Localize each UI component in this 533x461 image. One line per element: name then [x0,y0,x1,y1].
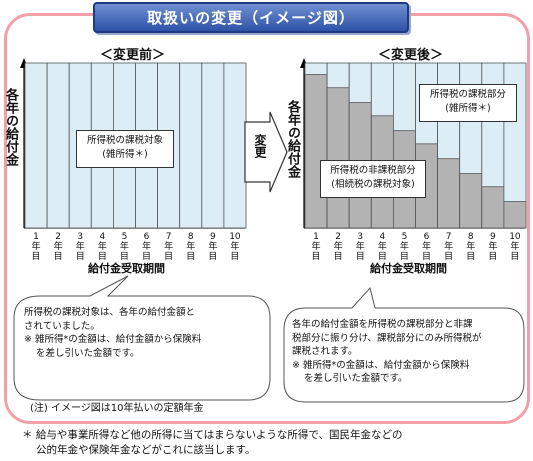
after-taxable-line2: (雑所得＊) [445,103,491,114]
after-x-label: 給付金受取期間 [370,262,447,275]
after-nontaxable-line2: (相続税の課税対象) [331,179,415,190]
after-years-label-5: 5 年 目 [399,232,409,262]
before-bars-bar-8 [179,62,203,229]
footnote-line1: ＊ 給与や事業所得など他の所得に当てはまらないような所得で、国民年金などの [22,429,403,441]
before-bars-bar-2 [46,62,70,229]
after-years-label-9: 9 年 目 [488,232,498,262]
before-bars-bar-1 [24,62,48,229]
bubble-left-text: 所得税の課税対象は、各年の給付金額と されていました。 ※ 雑所得*の金額は、給… [24,306,264,360]
before-bars [24,62,247,229]
after-years-label-7: 7 年 目 [444,232,454,262]
before-bars-bar-10 [223,62,247,229]
before-years-label-6: 6 年 目 [142,232,152,262]
after-years-label-3: 3 年 目 [355,232,365,262]
before-years-label-8: 8 年 目 [186,232,196,262]
footnote: ＊ 給与や事業所得など他の所得に当てはまらないような所得で、国民年金などの 公的… [22,428,403,458]
bubble-left-line2: されていました。 [24,320,100,332]
after-years-label-1: 1 年 目 [311,232,321,262]
after-nontaxable-line1: 所得税の非課税部分 [330,165,416,176]
before-years-label-4: 4 年 目 [97,232,107,262]
before-bars-bar-9 [201,62,225,229]
before-box-line1: 所得税の課税対象 [86,135,163,146]
before-y-label: 各年の給付金 [3,88,18,166]
before-years-label-9: 9 年 目 [208,232,218,262]
before-years-label-5: 5 年 目 [119,232,129,262]
after-bars-nontaxable-1 [304,74,328,229]
bubble-right-text: 各年の給付金額を所得税の課税部分と非課 税部分に振り分け、課税部分にのみ所得税が… [292,318,520,386]
before-years-label-10: 10 年 目 [229,232,241,262]
before-box-line2: (雑所得＊) [102,149,148,160]
after-years-label-4: 4 年 目 [377,232,387,262]
after-bars-nontaxable-2 [326,87,350,229]
bubble-left-shape [13,275,271,401]
bubble-right-shape [283,286,525,403]
footnote-line2: 公的年金や保険年金などがこれに該当します。 [36,444,256,456]
before-heading: ＜変更前＞ [100,48,166,63]
after-y-label: 各年の給付金 [285,100,300,178]
before-years-label-1: 1 年 目 [31,232,41,262]
bubble-right-line3: 課税されます。 [292,346,358,357]
after-years-label-10: 10 年 目 [509,232,521,262]
change-label: 変更 [253,134,267,158]
after-bars-nontaxable-7 [437,158,461,229]
before-taxable-box: 所得税の課税対象 (雑所得＊) [76,130,174,168]
before-x-label: 給付金受取期間 [88,262,165,275]
after-nontaxable-box: 所得税の非課税部分 (相続税の課税対象) [320,160,426,198]
before-years-label-2: 2 年 目 [53,232,63,262]
before-years-label-3: 3 年 目 [75,232,85,262]
after-heading: ＜変更後＞ [378,48,444,63]
page-title: 取扱いの変更（イメージ図） [93,2,409,33]
after-years-label-6: 6 年 目 [422,232,432,262]
after-taxable-line1: 所得税の課税部分 [429,89,506,100]
after-taxable-box: 所得税の課税部分 (雑所得＊) [419,84,517,122]
after-bars-nontaxable-9 [481,186,505,229]
bubble-right-line1: 各年の給付金額を所得税の課税部分と非課 [292,319,473,330]
before-years-label-7: 7 年 目 [164,232,174,262]
bubble-left-line1: 所得税の課税対象は、各年の給付金額と [24,307,196,318]
after-bars-nontaxable-10 [503,201,527,229]
after-years-label-2: 2 年 目 [333,232,343,262]
bubble-left-line4: を差し引いた金額です。 [36,347,140,359]
after-years-label-8: 8 年 目 [466,232,476,262]
note-text: (注) イメージ図は10年払いの定額年金 [30,403,204,414]
bubble-right-line2: 税部分に振り分け、課税部分にのみ所得税が [292,332,482,344]
after-bars-nontaxable-8 [459,173,483,229]
bubble-left-line3: ※ 雑所得*の金額は、給付金額から保険料 [24,334,202,345]
bubble-right-line5: を差し引いた金額です。 [304,373,408,384]
bubble-right-line4: ※ 雑所得*の金額は、給付金額から保険料 [292,359,470,371]
change-arrow [244,111,288,193]
